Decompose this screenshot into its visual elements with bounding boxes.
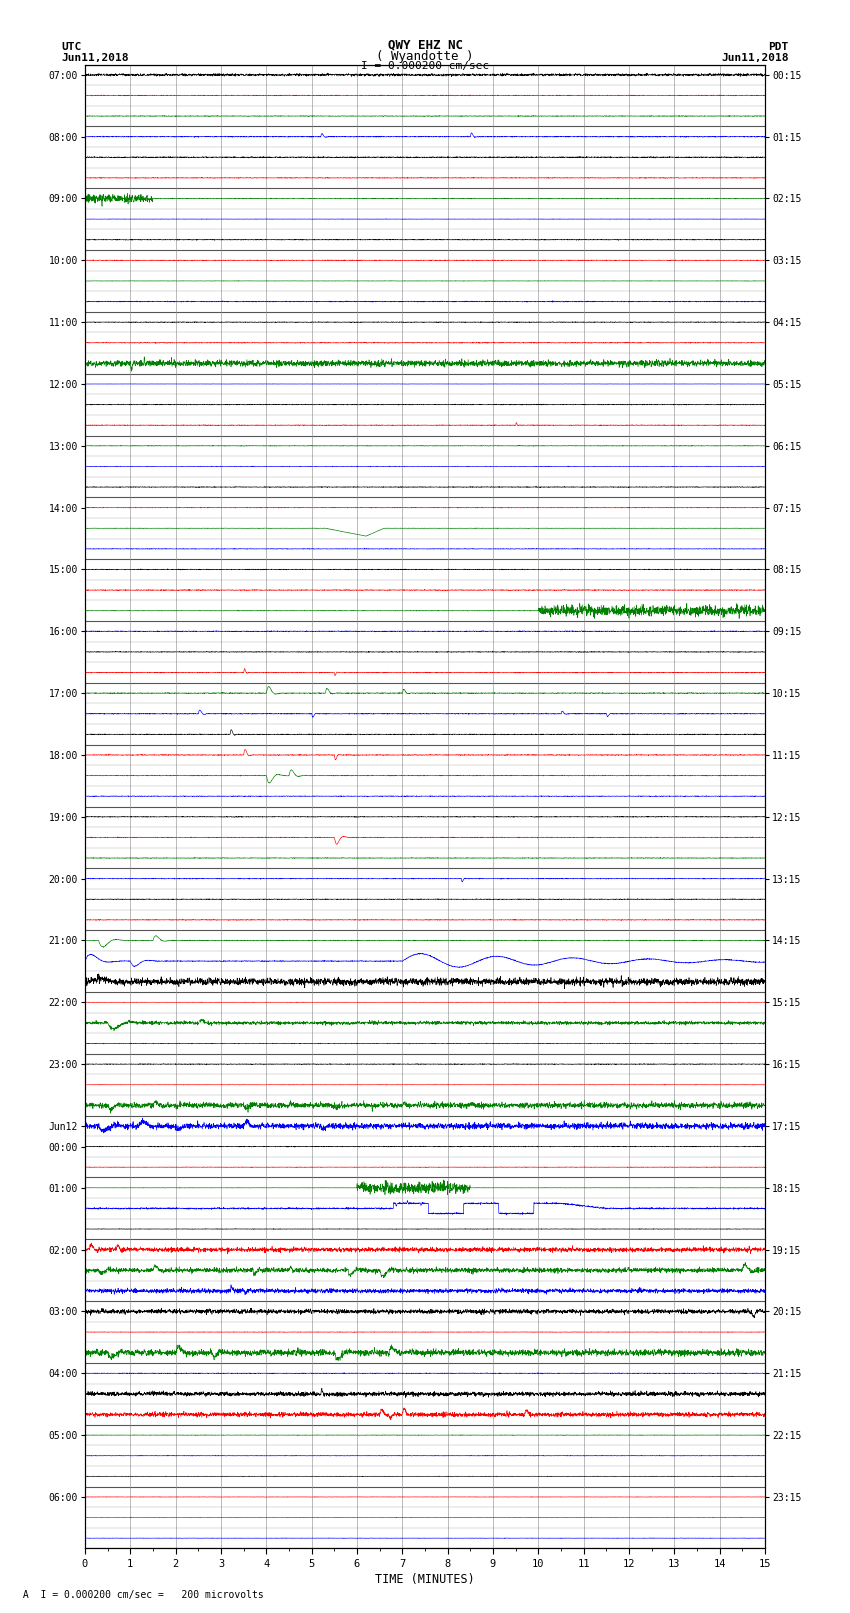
- Text: Jun11,2018: Jun11,2018: [722, 53, 789, 63]
- Text: Jun11,2018: Jun11,2018: [61, 53, 128, 63]
- Text: A  I = 0.000200 cm/sec =   200 microvolts: A I = 0.000200 cm/sec = 200 microvolts: [17, 1590, 264, 1600]
- Text: UTC: UTC: [61, 42, 82, 52]
- Text: I = 0.000200 cm/sec: I = 0.000200 cm/sec: [361, 61, 489, 71]
- X-axis label: TIME (MINUTES): TIME (MINUTES): [375, 1573, 475, 1586]
- Text: ( Wyandotte ): ( Wyandotte ): [377, 50, 473, 63]
- Text: PDT: PDT: [768, 42, 789, 52]
- Text: QWY EHZ NC: QWY EHZ NC: [388, 39, 462, 52]
